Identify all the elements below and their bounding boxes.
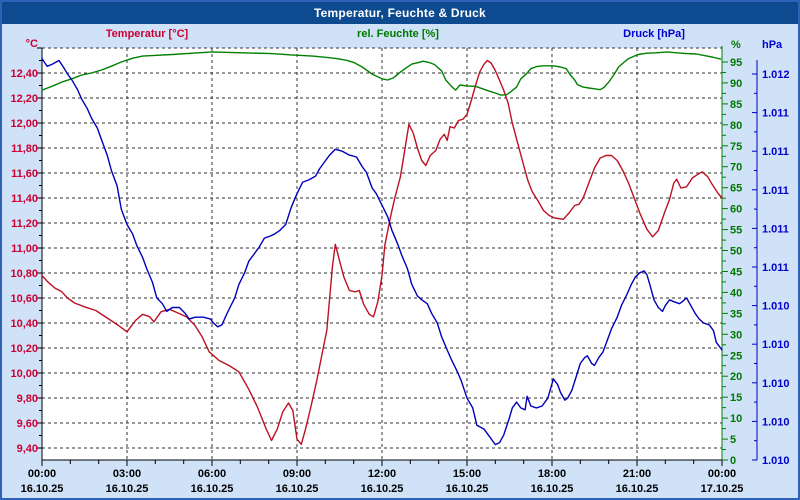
humidity-axis-header: % (731, 39, 741, 51)
pressure-tick-label: 1.010 (762, 378, 790, 390)
humidity-tick-label: 25 (730, 350, 742, 362)
humidity-tick-label: 45 (730, 267, 742, 279)
x-tick-label-time: 00:00 (708, 468, 736, 480)
humidity-tick-label: 0 (730, 455, 736, 467)
humidity-tick-label: 90 (730, 78, 742, 90)
x-tick-label-date: 16.10.25 (21, 483, 64, 495)
pressure-tick-label: 1.010 (762, 339, 790, 351)
series-druck-hpa (41, 57, 723, 446)
humidity-tick-label: 10 (730, 413, 742, 425)
pressure-tick-label: 1.011 (762, 223, 789, 235)
humidity-tick-label: 85 (730, 99, 742, 111)
humidity-tick-label: 15 (730, 392, 742, 404)
x-tick-label-date: 16.10.25 (361, 483, 404, 495)
x-tick-label-time: 18:00 (538, 468, 566, 480)
temp-tick-label: 10,20 (10, 343, 38, 355)
pressure-tick-label: 1.010 (762, 455, 790, 467)
legend-pressure: Druck [hPa] (623, 28, 685, 40)
humidity-tick-label: 30 (730, 329, 742, 341)
temp-tick-label: 9,80 (17, 393, 38, 405)
humidity-tick-label: 20 (730, 371, 742, 383)
x-tick-label-time: 06:00 (198, 468, 226, 480)
pressure-tick-label: 1.011 (762, 262, 789, 274)
humidity-tick-label: 70 (730, 162, 742, 174)
humidity-tick-label: 80 (730, 120, 742, 132)
pressure-tick-label: 1.011 (762, 185, 789, 197)
x-tick-label-date: 16.10.25 (276, 483, 319, 495)
window-title: Temperatur, Feuchte & Druck (314, 6, 486, 20)
x-tick-label-time: 15:00 (453, 468, 481, 480)
window-title-bar: Temperatur, Feuchte & Druck (2, 2, 798, 24)
temp-tick-label: 10,60 (10, 293, 38, 305)
temp-tick-label: 12,20 (10, 93, 38, 105)
temp-tick-label: 9,40 (17, 443, 38, 455)
pressure-tick-label: 1.011 (762, 146, 789, 158)
temp-tick-label: 10,80 (10, 268, 38, 280)
temp-tick-label: 12,00 (10, 118, 38, 130)
pressure-axis-header: hPa (762, 39, 783, 51)
temp-tick-label: 11,00 (11, 243, 38, 255)
humidity-tick-label: 95 (730, 57, 742, 69)
humidity-tick-label: 50 (730, 246, 742, 258)
humidity-tick-label: 65 (730, 183, 742, 195)
pressure-tick-label: 1.010 (762, 301, 790, 313)
humidity-tick-label: 5 (730, 434, 736, 446)
humidity-tick-label: 35 (730, 308, 742, 320)
x-tick-label-time: 12:00 (368, 468, 396, 480)
humidity-tick-label: 75 (730, 141, 742, 153)
legend-temperature: Temperatur [°C] (105, 28, 189, 40)
x-tick-label-date: 16.10.25 (446, 483, 489, 495)
legend-humidity: rel. Feuchte [%] (357, 28, 439, 40)
humidity-tick-label: 40 (730, 287, 742, 299)
x-tick-label-date: 16.10.25 (106, 483, 149, 495)
x-tick-label-date: 16.10.25 (616, 483, 659, 495)
temp-tick-label: 11,80 (11, 143, 38, 155)
temperature-axis-header: °C (25, 38, 38, 50)
humidity-tick-label: 60 (730, 204, 742, 216)
series-rel-feuchte (41, 51, 722, 96)
temp-tick-label: 9,60 (17, 418, 38, 430)
pressure-tick-label: 1.010 (762, 416, 790, 428)
x-tick-label-date: 17.10.25 (701, 483, 744, 495)
temp-tick-label: 12,40 (10, 68, 38, 80)
x-tick-label-time: 21:00 (623, 468, 651, 480)
temp-tick-label: 11,40 (11, 193, 38, 205)
temp-tick-label: 10,00 (10, 368, 38, 380)
x-tick-label-date: 16.10.25 (191, 483, 234, 495)
pressure-tick-label: 1.012 (762, 69, 790, 81)
x-tick-label-date: 16.10.25 (531, 483, 574, 495)
pressure-tick-label: 1.011 (762, 108, 789, 120)
temp-tick-label: 10,40 (10, 318, 38, 330)
temp-tick-label: 11,60 (11, 168, 38, 180)
humidity-tick-label: 55 (730, 225, 742, 237)
x-tick-label-time: 09:00 (283, 468, 311, 480)
series-temperatur-c (41, 59, 723, 445)
temp-tick-label: 11,20 (11, 218, 38, 230)
x-tick-label-time: 03:00 (113, 468, 141, 480)
x-tick-label-time: 00:00 (28, 468, 56, 480)
